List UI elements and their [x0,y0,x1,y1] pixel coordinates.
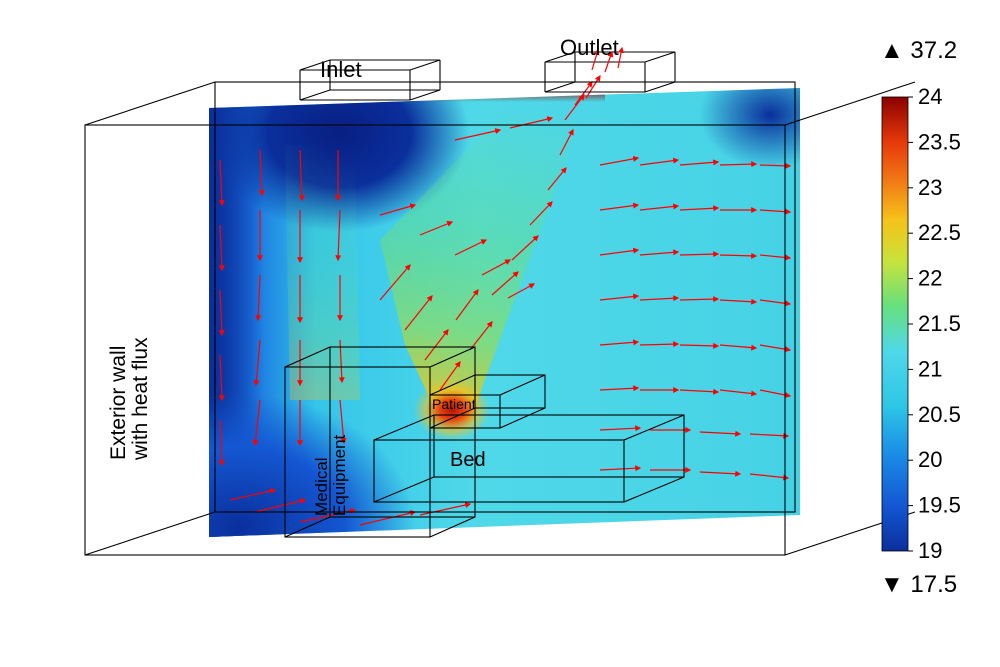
colorbar-tick-label: 20 [918,447,942,472]
colorbar-min-marker: ▼ 17.5 [880,571,957,598]
colorbar-max-marker: ▲ 37.2 [880,37,957,64]
label-medeq: MedicalEquipment [313,435,349,516]
colorbar-tick-label: 24 [918,84,942,109]
label-patient: Patient [432,397,476,412]
label-extwall: Exterior wallwith heat flux [108,337,152,460]
colorbar-tick-label: 23 [918,175,942,200]
colorbar-tick-label: 19 [918,538,942,563]
colorbar-tick-label: 20.5 [918,402,961,427]
colorbar-tick-label: 23.5 [918,129,961,154]
colorbar: 19 19.5 20 20.5 21 21.5 22 22.5 23 23.5 24 ▲ 37.2 ▼ … [880,37,961,598]
colorbar-tick-label: 22.5 [918,220,961,245]
temperature-slice [209,88,800,537]
main-svg: 19 19.5 20 20.5 21 21.5 22 22.5 23 23.5 24 ▲ 37.2 ▼ … [0,0,1000,667]
figure-root: 19 19.5 20 20.5 21 21.5 22 22.5 23 23.5 24 ▲ 37.2 ▼ … [0,0,1000,667]
colorbar-tick-label: 22 [918,266,942,291]
label-inlet: Inlet [320,58,362,81]
label-outlet: Outlet [560,36,619,59]
label-bed: Bed [450,450,486,471]
colorbar-tick-label: 19.5 [918,493,961,518]
colorbar-tick-label: 21.5 [918,311,961,336]
colorbar-tick-label: 21 [918,356,942,381]
